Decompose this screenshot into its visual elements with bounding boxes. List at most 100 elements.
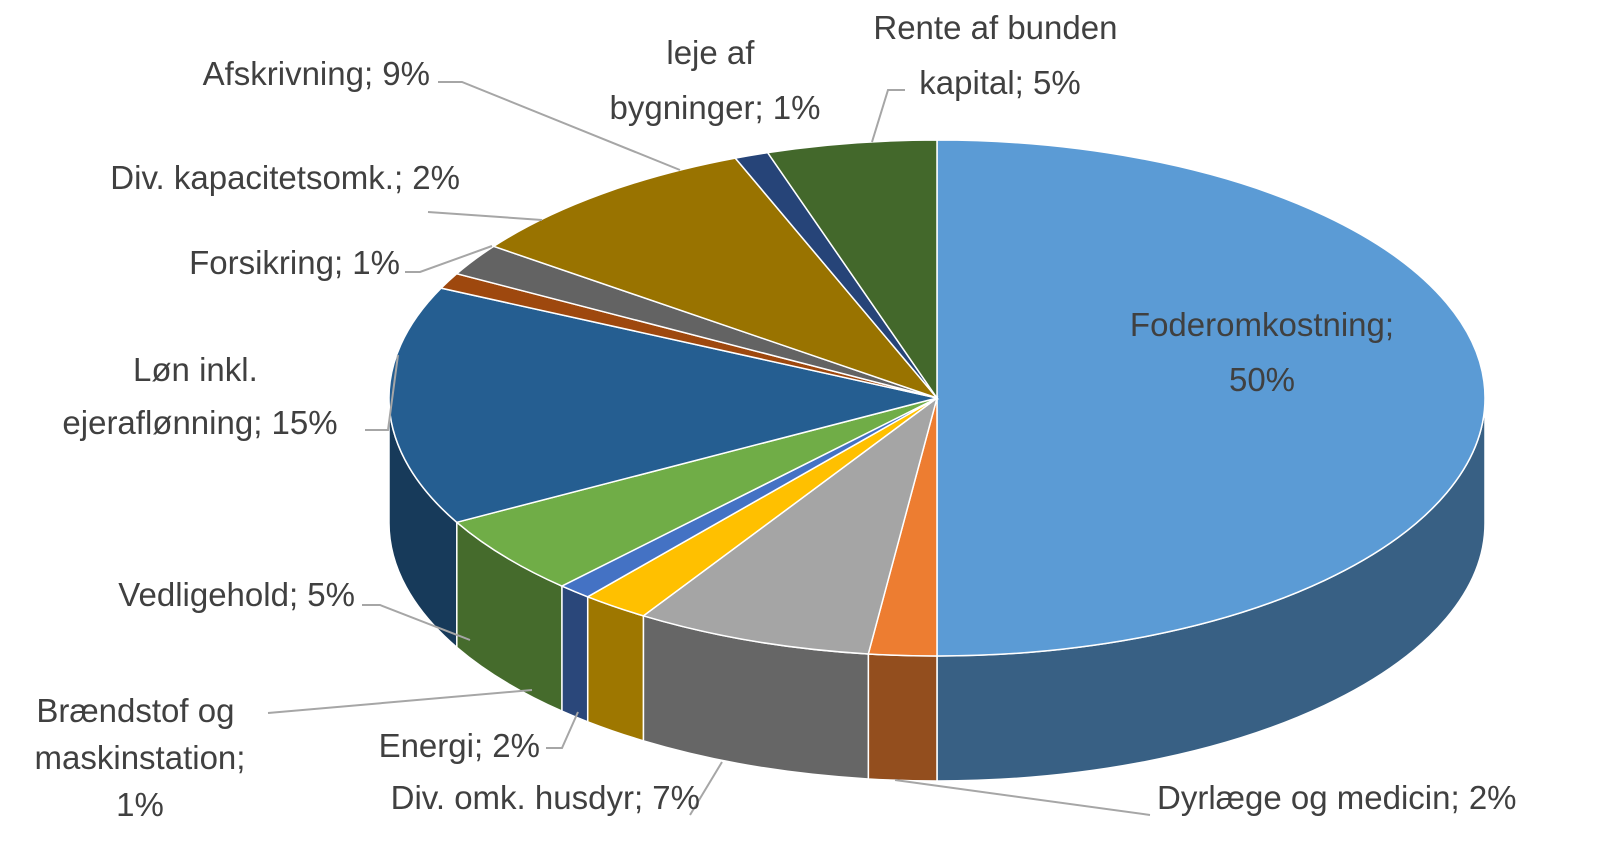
label-line: Dyrlæge [1157,779,1291,816]
label-line: husdyr [535,779,634,816]
label-line: bunden [1007,9,1126,46]
leader-line [267,689,533,714]
label-line: bygninger [610,89,755,126]
label-line: Brændstof [36,692,197,729]
label-space [764,89,773,126]
pie-slice [491,157,940,400]
label-space [343,244,352,281]
label-value: 1% [773,89,821,126]
data-label: Forsikring; 1% [189,244,400,281]
label-space [643,779,652,816]
label-value: 5% [307,576,355,613]
label-separator: ; [1450,779,1459,816]
label-line: Energi [379,727,474,764]
label-line: Foderomkostning [1130,306,1385,343]
label-line: Div. [391,779,455,816]
label-line: af [727,34,764,71]
label-line: ejeraflønning [62,404,253,441]
label-separator: ; [394,159,403,196]
pie-sides [388,397,1486,782]
data-label: Brændstof og maskinstation; 1% [35,692,246,823]
label-value: 7% [652,779,700,816]
pie-tops [388,139,1486,657]
pie-slice [641,396,939,655]
label-value: 5% [1033,64,1081,101]
label-line: Løn [133,351,199,388]
data-label: Foderomkostning; 50% [1130,306,1394,398]
label-category: Div. omk. husdyr [391,779,634,816]
label-space [262,404,271,441]
pie-side [561,584,589,723]
label-line: kapital [919,64,1014,101]
label-category: Dyrlæge og medicin [1157,779,1450,816]
leader-line [365,354,399,431]
label-space [1460,779,1469,816]
label-space [1024,64,1033,101]
data-label: Rente af bunden kapital; 5% [873,9,1126,101]
data-label: Afskrivning; 9% [203,55,430,92]
label-separator: ; [334,244,343,281]
pie-slice [936,139,1486,657]
label-category: Forsikring [189,244,334,281]
label-separator: ; [1385,306,1394,343]
label-line: Forsikring [189,244,334,281]
label-line: Rente [873,9,970,46]
label-space [403,159,412,196]
leader-line [546,711,579,749]
leader-line [405,245,493,273]
data-label: Energi; 2% [379,727,540,764]
pie-side [867,653,938,782]
label-line: inkl. [199,351,267,388]
label-category: Energi [379,727,474,764]
label-category: Vedligehold [118,576,289,613]
data-label: Løn inkl. ejeraflønning; 15% [62,351,337,441]
data-label: leje af bygninger; 1% [610,34,821,126]
pie-slice [388,287,938,524]
label-line: Div. [110,159,174,196]
label-separator: ; [474,727,483,764]
leader-line [871,89,905,143]
label-separator: ; [754,89,763,126]
label-separator: ; [289,576,298,613]
label-value: 1% [352,244,400,281]
label-line: omk. [454,779,535,816]
label-value: 2% [412,159,460,196]
label-line: Afskrivning [203,55,364,92]
label-space [483,727,492,764]
label-category: Rente af bunden kapital [873,9,1126,101]
label-line: af [971,9,1008,46]
label-value: 50% [1229,361,1295,398]
label-separator: ; [634,779,643,816]
label-category: Foderomkostning [1130,306,1385,343]
leader-lines [267,81,1151,816]
label-category: Brændstof og maskinstation [35,692,244,776]
label-line: maskinstation [35,739,237,776]
pie-slice [455,397,938,587]
label-value: 2% [492,727,540,764]
label-space [298,576,307,613]
label-separator: ; [1015,64,1024,101]
data-label: Dyrlæge og medicin; 2% [1157,779,1517,816]
label-line: leje [666,34,727,71]
pie-slice [766,139,938,401]
label-line: og [1291,779,1337,816]
label-value: 15% [272,404,338,441]
label-separator: ; [253,404,262,441]
label-value: 9% [382,55,430,92]
leader-line [427,211,543,221]
data-label: Div. kapacitetsomk.; 2% [110,159,460,196]
label-space [373,55,382,92]
label-separator: ; [364,55,373,92]
label-category: Afskrivning [203,55,364,92]
label-line: Vedligehold [118,576,289,613]
label-category: leje af bygninger [610,34,764,126]
leader-line [894,779,1151,816]
label-line: og [198,692,244,729]
data-label: Div. omk. husdyr; 7% [391,779,700,816]
leader-line [689,761,723,816]
label-category: Div. kapacitetsomk. [110,159,394,196]
label-line: kapacitetsomk. [174,159,394,196]
data-labels: Foderomkostning; 50% Dyrlæge og medicin; 2… [35,9,1517,823]
data-label: Vedligehold; 5% [118,576,355,613]
